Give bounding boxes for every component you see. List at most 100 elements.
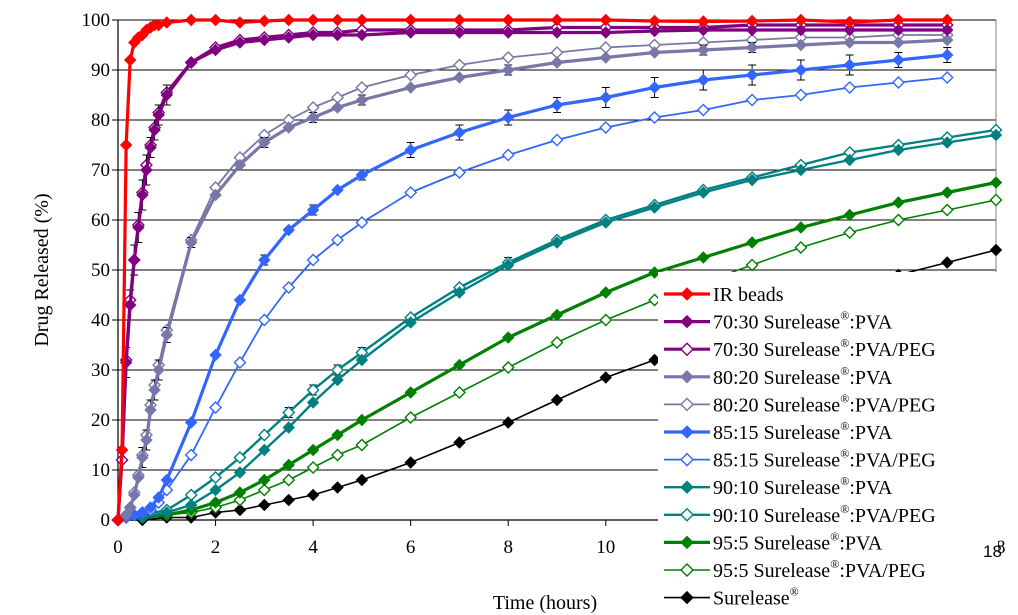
y-tick-label: 40 [91,310,110,331]
legend-swatch-marker [680,314,694,329]
data-point [233,493,247,507]
legend-entry-2: 70:30 Surelease®:PVA/PEG [664,336,936,361]
data-point [123,501,137,514]
legend-label-sup: ® [830,557,839,571]
data-point [144,501,157,514]
legend-label: 95:5 Surelease®:PVA [713,529,883,554]
data-point [843,153,856,167]
data-point [550,393,564,407]
data-point [745,258,759,272]
data-point [648,201,661,214]
data-point [355,438,369,452]
data-point [209,13,222,27]
data-point [160,88,173,102]
data-point [282,473,296,487]
data-point [843,226,857,239]
data-point [258,253,271,267]
data-point [892,196,905,209]
data-point [794,38,808,52]
data-point [282,121,295,134]
data-point [453,358,466,372]
legend-swatch-marker [680,425,694,439]
series-0 [111,13,954,527]
x-tick-label: 8 [503,537,513,558]
legend-label: 70:30 Surelease®:PVA/PEG [713,336,936,361]
data-point [502,416,515,429]
data-point [892,13,905,27]
legend-swatch-marker [680,287,694,301]
data-point [331,183,344,197]
data-point [257,483,271,497]
data-point [599,121,613,134]
data-point [115,443,129,457]
data-point [843,15,856,29]
data-point [599,216,612,229]
data-point [745,23,759,37]
data-point [331,13,344,27]
data-point [550,236,564,249]
legend-label-suffix: :PVA/PEG [849,450,935,472]
legend-entry-0: IR beads [664,284,784,306]
data-point [282,421,295,434]
data-point [745,68,759,82]
legend-label-sup: ® [840,364,849,378]
legend-label: 80:20 Surelease®:PVA [713,364,893,389]
data-point [355,28,369,42]
data-point [331,448,344,462]
legend-label-prefix: 85:15 Surelease [713,450,840,472]
legend-entry-8: 90:10 Surelease®:PVA/PEG [664,502,936,527]
data-point [140,433,153,447]
data-point [941,33,954,47]
data-point [648,24,661,38]
data-point [452,58,466,72]
legend-entry-9: 95:5 Surelease®:PVA [664,529,883,554]
legend-box [658,272,998,615]
data-point [794,13,808,27]
data-point [355,413,369,427]
data-point [160,16,173,29]
data-point [941,23,954,37]
data-point [128,253,141,267]
data-point [355,168,369,182]
data-point [306,396,320,409]
data-point [233,16,247,29]
data-point [160,473,173,487]
legend-label: 95:5 Surelease®:PVA/PEG [713,557,926,582]
y-tick-labels: 0 10 20 30 40 50 60 70 80 90 100 [82,10,111,531]
data-point [989,243,1003,257]
data-point [550,336,564,349]
data-point [404,411,418,424]
y-tick-label: 50 [91,260,110,281]
legend-label-sup: ® [840,391,849,405]
legend-swatch-marker [680,563,694,577]
data-point [697,23,710,37]
data-point [892,23,905,37]
data-point [306,13,320,27]
data-point [355,216,369,229]
data-point [892,53,905,67]
legend-label-prefix: 70:30 Surelease [713,339,840,361]
legend-label-prefix: 80:20 Surelease [713,394,840,416]
data-point [404,143,417,157]
data-point [258,33,271,47]
legend-label-sup: ® [840,419,849,433]
data-point [745,41,759,54]
data-point [306,443,320,457]
series-1 [111,23,954,527]
data-point [941,186,954,199]
series-5 [111,47,954,527]
data-point [306,203,320,217]
data-point [258,443,271,457]
legend-label-sup: ® [840,474,849,488]
data-point [452,386,466,399]
legend-label: IR beads [713,284,784,306]
data-point [233,466,247,479]
data-point [892,143,905,157]
data-point [599,91,612,104]
legend-entry-7: 90:10 Surelease®:PVA [664,474,893,499]
data-point [941,136,954,149]
legend-label-prefix: Surelease [713,588,790,610]
legend-label-suffix: :PVA [839,532,883,554]
